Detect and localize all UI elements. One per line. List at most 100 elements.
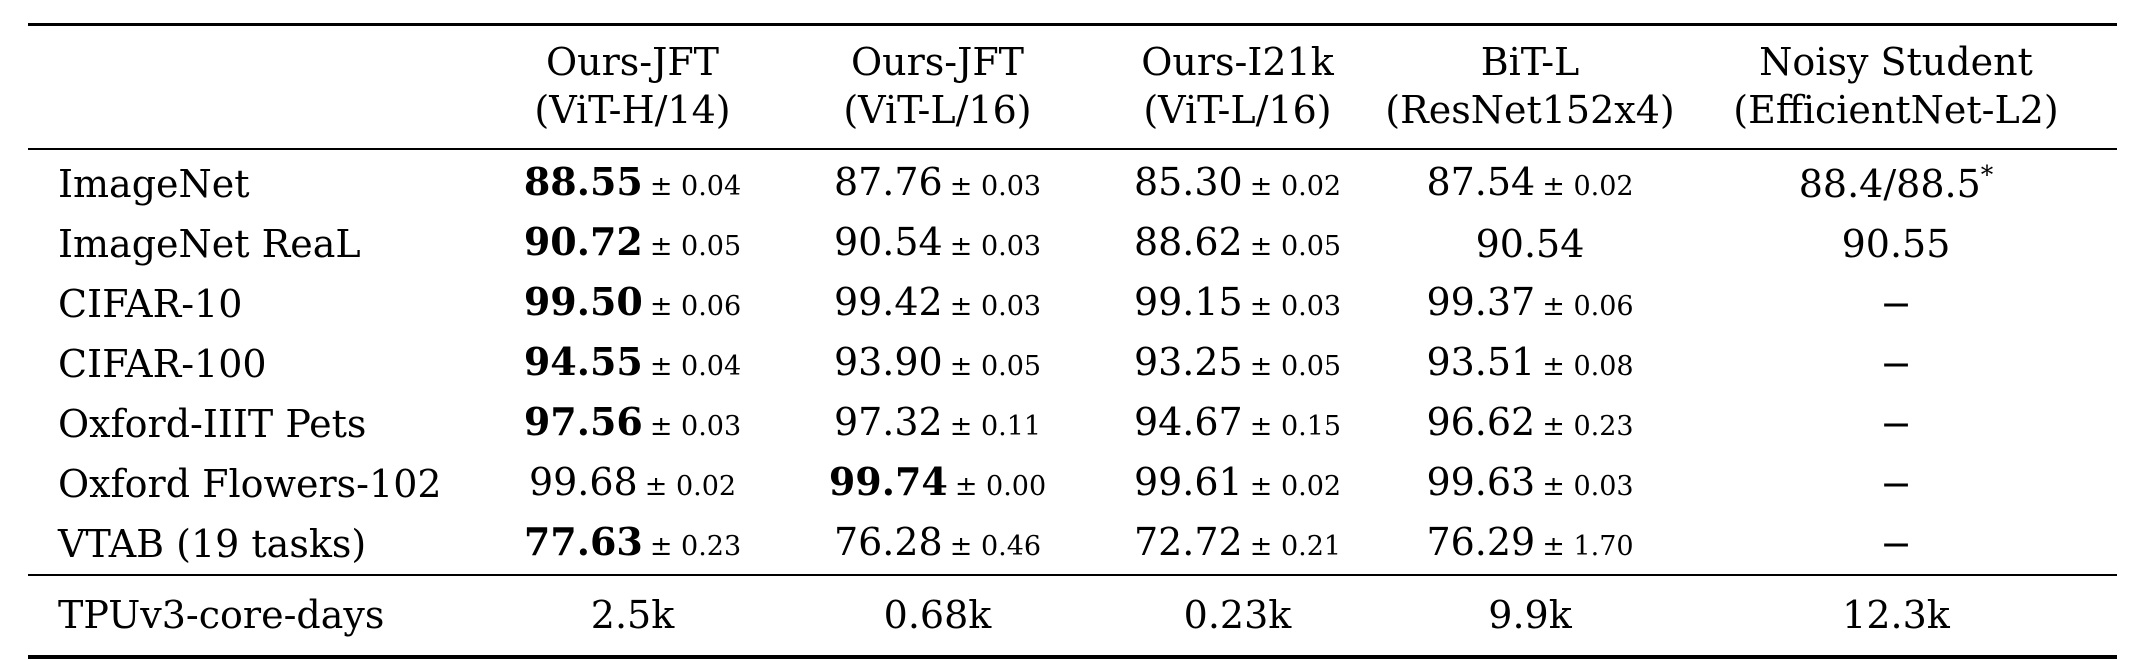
cell-value: −: [1880, 401, 1912, 446]
result-cell: 99.15 ± 0.03: [1090, 274, 1385, 334]
plus-minus-stddev: ± 0.02: [1542, 170, 1634, 202]
table-row: CIFAR-10 99.50 ± 0.06 99.42 ± 0.03 99.15 ± 0.0…: [28, 274, 2117, 334]
result-cell: 99.63 ± 0.03: [1385, 454, 1675, 514]
result-cell: 93.90 ± 0.05: [785, 334, 1090, 394]
plus-minus-stddev: ± 0.05: [1249, 230, 1342, 262]
cell-value: 87.76: [833, 159, 943, 204]
plus-minus-stddev: ± 0.46: [949, 530, 1042, 562]
cell-value: 99.50: [523, 279, 643, 324]
plus-minus-stddev: ± 0.21: [1249, 530, 1342, 562]
cell-value: 99.63: [1426, 459, 1536, 504]
tpu-core-days-value: 12.3k: [1842, 593, 1950, 637]
result-cell: 97.32 ± 0.11: [785, 394, 1090, 454]
result-cell: 96.62 ± 0.23: [1385, 394, 1675, 454]
cell-value: −: [1880, 461, 1912, 506]
table-body: ImageNet 88.55 ± 0.04 87.76 ± 0.03 85.30 ± 0.0…: [28, 149, 2117, 575]
cell-value: 97.56: [523, 399, 643, 444]
result-cell: 90.55: [1675, 214, 2117, 274]
table-row: ImageNet ReaL 90.72 ± 0.05 90.54 ± 0.03 88.62…: [28, 214, 2117, 274]
column-header-architecture: (EfficientNet-L2): [1733, 88, 2059, 132]
cell-value: 99.61: [1133, 459, 1243, 504]
row-label: CIFAR-10: [58, 281, 243, 326]
cell-value: 94.55: [523, 339, 643, 384]
cell-value: 77.63: [523, 519, 643, 564]
plus-minus-stddev: ± 0.02: [1249, 470, 1342, 502]
result-cell: −: [1675, 274, 2117, 334]
result-cell: 93.51 ± 0.08: [1385, 334, 1675, 394]
tpu-core-days-value: 0.23k: [1183, 593, 1292, 637]
cell-value: 72.72: [1133, 519, 1243, 564]
plus-minus-stddev: ± 0.05: [649, 231, 742, 262]
cell-value: 85.30: [1133, 159, 1243, 204]
cell-value: 90.72: [523, 219, 643, 264]
cell-value: −: [1880, 281, 1912, 326]
result-cell: −: [1675, 514, 2117, 575]
column-header-architecture: (ViT-H/14): [534, 88, 731, 132]
table-row: VTAB (19 tasks) 77.63 ± 0.23 76.28 ± 0.46 72.…: [28, 514, 2117, 575]
column-header-model: Ours-JFT: [545, 40, 720, 84]
result-cell: 87.54 ± 0.02: [1385, 149, 1675, 214]
footer-row: TPUv3-core-days 2.5k 0.68k 0.23k 9.9k 12.3k: [28, 575, 2117, 657]
plus-minus-stddev: ± 0.06: [649, 291, 742, 322]
result-cell: 87.76 ± 0.03: [785, 149, 1090, 214]
vit-benchmark-results-table: Ours-JFT (ViT-H/14) Ours-JFT (ViT-L/16) Ours…: [28, 23, 2117, 659]
result-cell: 72.72 ± 0.21: [1090, 514, 1385, 575]
cell-value: 76.29: [1426, 519, 1536, 564]
tpu-core-days-value: 2.5k: [590, 593, 675, 637]
plus-minus-stddev: ± 0.23: [649, 531, 742, 562]
column-header: BiT-L (ResNet152x4): [1385, 25, 1675, 150]
column-header: Ours-JFT (ViT-H/14): [480, 25, 785, 150]
cell-value: 93.51: [1426, 339, 1536, 384]
result-cell: 94.55 ± 0.04: [480, 334, 785, 394]
row-label: VTAB (19 tasks): [58, 521, 367, 566]
cell-value: 90.54: [1475, 221, 1585, 266]
plus-minus-stddev: ± 0.03: [949, 290, 1042, 322]
result-cell: 99.50 ± 0.06: [480, 274, 785, 334]
cell-value: 93.90: [833, 339, 943, 384]
column-header-model: Ours-I21k: [1141, 40, 1334, 84]
cell-value: 93.25: [1133, 339, 1243, 384]
table-row: Oxford Flowers-102 99.68 ± 0.02 99.74 ± 0.00…: [28, 454, 2117, 514]
row-label: Oxford-IIIT Pets: [58, 401, 367, 446]
cell-value: 90.54: [833, 219, 943, 264]
result-cell: 88.62 ± 0.05: [1090, 214, 1385, 274]
result-cell: 93.25 ± 0.05: [1090, 334, 1385, 394]
plus-minus-stddev: ± 0.23: [1542, 410, 1634, 442]
result-cell: 97.56 ± 0.03: [480, 394, 785, 454]
plus-minus-stddev: ± 1.70: [1542, 530, 1634, 562]
header-row: Ours-JFT (ViT-H/14) Ours-JFT (ViT-L/16) Ours…: [28, 25, 2117, 150]
column-header: Ours-JFT (ViT-L/16): [785, 25, 1090, 150]
result-cell: 90.54: [1385, 214, 1675, 274]
cell-value: 94.67: [1133, 399, 1243, 444]
row-label: ImageNet ReaL: [58, 221, 361, 266]
cell-value: 97.32: [833, 399, 943, 444]
result-cell: 99.68 ± 0.02: [480, 454, 785, 514]
cell-value: −: [1880, 341, 1912, 386]
result-cell: 77.63 ± 0.23: [480, 514, 785, 575]
plus-minus-stddev: ± 0.02: [1249, 170, 1342, 202]
plus-minus-stddev: ± 0.04: [649, 171, 742, 202]
result-cell: 85.30 ± 0.02: [1090, 149, 1385, 214]
cell-value: 88.62: [1133, 219, 1243, 264]
column-header-architecture: (ViT-L/16): [1143, 88, 1332, 132]
plus-minus-stddev: ± 0.05: [1249, 350, 1342, 382]
plus-minus-stddev: ± 0.15: [1249, 410, 1342, 442]
column-header: Ours-I21k (ViT-L/16): [1090, 25, 1385, 150]
result-cell: 99.37 ± 0.06: [1385, 274, 1675, 334]
column-header-architecture: (ViT-L/16): [843, 88, 1032, 132]
table-header: Ours-JFT (ViT-H/14) Ours-JFT (ViT-L/16) Ours…: [28, 25, 2117, 150]
column-header-architecture: (ResNet152x4): [1385, 88, 1675, 132]
table-row: Oxford-IIIT Pets 97.56 ± 0.03 97.32 ± 0.11 94…: [28, 394, 2117, 454]
tpu-core-days-value: 9.9k: [1488, 593, 1572, 637]
table-row: CIFAR-100 94.55 ± 0.04 93.90 ± 0.05 93.25 ± 0.…: [28, 334, 2117, 394]
cell-value: −: [1880, 521, 1912, 566]
result-cell: 88.55 ± 0.04: [480, 149, 785, 214]
cell-value: 99.15: [1133, 279, 1243, 324]
column-header: Noisy Student (EfficientNet-L2): [1675, 25, 2117, 150]
table-row: ImageNet 88.55 ± 0.04 87.76 ± 0.03 85.30 ± 0.0…: [28, 149, 2117, 214]
result-cell: 76.28 ± 0.46: [785, 514, 1090, 575]
plus-minus-stddev: ± 0.03: [949, 230, 1042, 262]
cell-value: 90.55: [1841, 221, 1951, 266]
plus-minus-stddev: ± 0.03: [949, 170, 1042, 202]
